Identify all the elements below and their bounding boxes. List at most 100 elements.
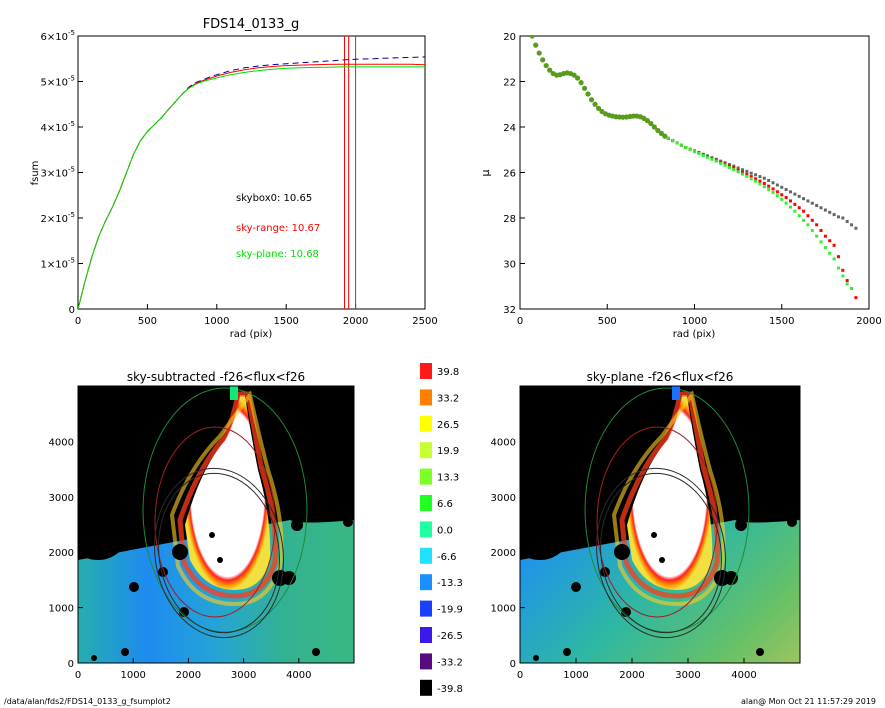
sky-range-point — [845, 279, 849, 283]
x-tick-label: 3000 — [675, 670, 700, 681]
sky-plane-point — [806, 223, 810, 227]
inner-profile-point — [655, 127, 661, 134]
colorbar-swatch — [420, 442, 432, 459]
colorbar-swatch — [420, 627, 432, 643]
image2-y-ticks: 0 1000 2000 3000 4000 — [491, 437, 525, 670]
sky-range-point — [745, 172, 749, 176]
inner-profile-point — [578, 80, 584, 86]
x-tick-label: 1000 — [682, 316, 707, 327]
image1-y-ticks: 0 1000 2000 3000 4000 — [49, 437, 83, 670]
skybox0-point — [745, 169, 749, 173]
fsum-series — [78, 56, 425, 309]
image2-pixels — [520, 386, 800, 663]
sky-range-point — [841, 268, 845, 272]
skybox0-point — [754, 173, 758, 177]
sky-plane-point — [740, 172, 744, 176]
skybox0-point — [815, 203, 819, 207]
sky-plane-point — [701, 153, 705, 157]
skybox0-point — [762, 176, 766, 180]
sky-plane-point — [780, 197, 784, 201]
colorbar-label: -6.6 — [437, 552, 457, 563]
x-tick-label: 2000 — [176, 670, 201, 681]
sky-plane-point — [823, 246, 827, 250]
fsum-y-ticks: 0 1×10-5 2×10-5 3×10-5 4×10-5 5×10-5 6×10-5 — [41, 29, 83, 316]
colorbar-label: -39.8 — [437, 684, 463, 695]
sky-range-point — [815, 223, 819, 227]
inner-profile-point — [662, 133, 668, 139]
colorbar: 39.8 33.2 26.5 19.9 13.3 6.6 0.0 -6.6 -13.3 -19.9… — [420, 363, 463, 696]
inner-profile-point — [592, 101, 598, 107]
fsum-plot-frame — [77, 35, 426, 310]
y-tick-label: 2000 — [491, 548, 516, 559]
y-tick-label: 1000 — [49, 604, 74, 615]
skybox0-point — [841, 216, 845, 220]
sky-range-point — [806, 214, 810, 218]
x-tick-label: 1000 — [120, 670, 145, 681]
sky-plane-point — [688, 148, 692, 152]
sky-range-point — [749, 175, 753, 179]
colorbar-label: -26.5 — [437, 631, 463, 642]
inner-profile-point — [648, 120, 654, 127]
x-tick-label: 4000 — [731, 670, 756, 681]
sky-plane-point — [693, 150, 696, 154]
colorbar-swatch — [420, 468, 432, 485]
colorbar-swatch — [420, 521, 432, 538]
skybox0-point — [727, 163, 731, 167]
fsum-series-line — [78, 66, 425, 309]
sky-plane-point — [706, 155, 710, 159]
image1-title: sky-subtracted -f26<flux<f26 — [127, 370, 305, 384]
sky-plane-point — [675, 141, 679, 145]
annotation-sky-range: sky-range: 10.67 — [236, 223, 320, 234]
sky-plane-point — [710, 157, 714, 161]
x-tick-label: 0 — [75, 316, 81, 327]
sky-plane-point — [832, 257, 836, 261]
colorbar-label: 39.8 — [437, 367, 459, 378]
inner-profile-point — [574, 75, 581, 81]
sky-plane-point — [762, 185, 766, 189]
sky-plane-point — [684, 145, 688, 149]
colorbar-label: 13.3 — [437, 473, 459, 484]
inner-profile-point — [585, 91, 591, 97]
sky-plane-point — [815, 234, 819, 238]
image1-frame — [77, 385, 355, 664]
colorbar-swatch — [420, 653, 432, 670]
fsum-vertical-lines — [343, 36, 357, 309]
y-tick-label: 1000 — [491, 604, 516, 615]
colorbar-swatch — [420, 495, 432, 511]
y-tick-label: 24 — [503, 123, 516, 134]
colorbar-swatch — [420, 363, 432, 379]
annotation-skybox0: skybox0: 10.65 — [236, 193, 312, 204]
inner-profile-point — [644, 118, 650, 124]
y-tick-label: 26 — [503, 169, 516, 180]
skybox0-point — [793, 192, 797, 196]
sky-range-point — [771, 187, 775, 191]
sky-range-point — [788, 199, 792, 203]
sky-range-point — [758, 179, 762, 183]
inner-profile-point — [533, 42, 539, 48]
colorbar-label: -13.3 — [437, 578, 463, 589]
y-tick-label: 22 — [503, 78, 516, 89]
inner-profile-point — [536, 50, 542, 56]
x-tick-label: 2000 — [619, 670, 644, 681]
fsum-y-axis-label: fsum — [30, 161, 41, 186]
colorbar-label: -19.9 — [437, 605, 463, 616]
sky-range-point — [780, 193, 784, 197]
y-tick-label: 0 — [68, 659, 74, 670]
y-tick-label: 4×10-5 — [41, 120, 75, 134]
skybox0-point — [788, 190, 792, 194]
sky-range-point — [854, 296, 858, 300]
sky-range-point — [762, 181, 766, 185]
colorbar-label: 19.9 — [437, 446, 459, 457]
inner-profile-point — [651, 124, 657, 130]
sky-plane-point — [732, 168, 736, 172]
inner-profile-point — [581, 85, 588, 91]
skybox0-point — [775, 183, 779, 187]
sky-plane-point — [714, 159, 718, 163]
skybox0-point — [819, 206, 823, 210]
sky-range-point — [740, 171, 744, 174]
x-tick-label: 1500 — [769, 316, 794, 327]
surface-brightness-plot: 0 500 1000 1500 2000 20 22 24 26 28 30 32 rad (pix… — [479, 32, 882, 340]
sky-plane-point — [745, 174, 749, 178]
x-tick-label: 0 — [75, 670, 81, 681]
image2-frame — [519, 385, 801, 664]
